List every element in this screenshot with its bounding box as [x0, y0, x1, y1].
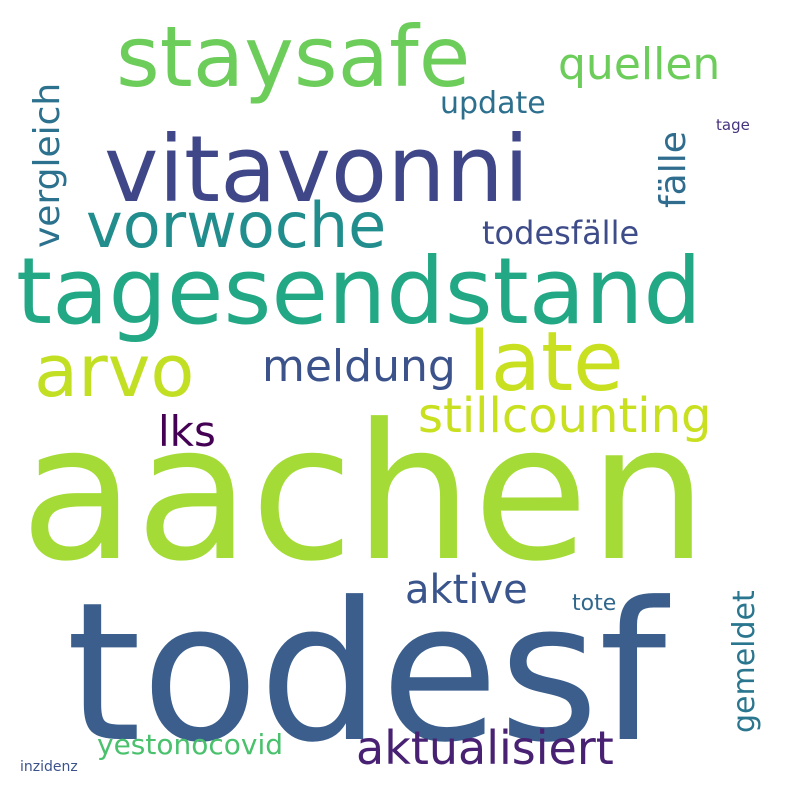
- word-quellen: quellen: [558, 39, 721, 90]
- word-vorwoche: vorwoche: [86, 189, 387, 262]
- word-arvo: arvo: [34, 329, 195, 413]
- word-update: update: [440, 86, 546, 121]
- word-tage: tage: [716, 116, 750, 134]
- word-meldung: meldung: [262, 341, 456, 392]
- word-todesf: todesf: [66, 562, 667, 785]
- word-todesfaelle: todesfälle: [482, 214, 640, 252]
- word-aachen: aachen: [20, 384, 708, 603]
- word-aktive: aktive: [405, 567, 528, 613]
- word-faelle: fälle: [653, 131, 694, 208]
- word-vergleich: vergleich: [27, 82, 68, 248]
- word-tagesendstand: tagesendstand: [16, 238, 702, 345]
- word-yestonocovid: yestonocovid: [97, 728, 284, 761]
- word-staysafe: staysafe: [116, 8, 471, 106]
- word-lks: lks: [158, 407, 216, 456]
- word-tote: tote: [572, 591, 617, 616]
- word-late: late: [468, 315, 624, 410]
- word-gemeldet: gemeldet: [727, 590, 762, 733]
- word-vitavonni: vitavonni: [104, 116, 530, 223]
- word-inzidenz: inzidenz: [20, 759, 78, 775]
- word-stillcounting: stillcounting: [418, 388, 712, 444]
- word-aktualisiert: aktualisiert: [356, 721, 614, 775]
